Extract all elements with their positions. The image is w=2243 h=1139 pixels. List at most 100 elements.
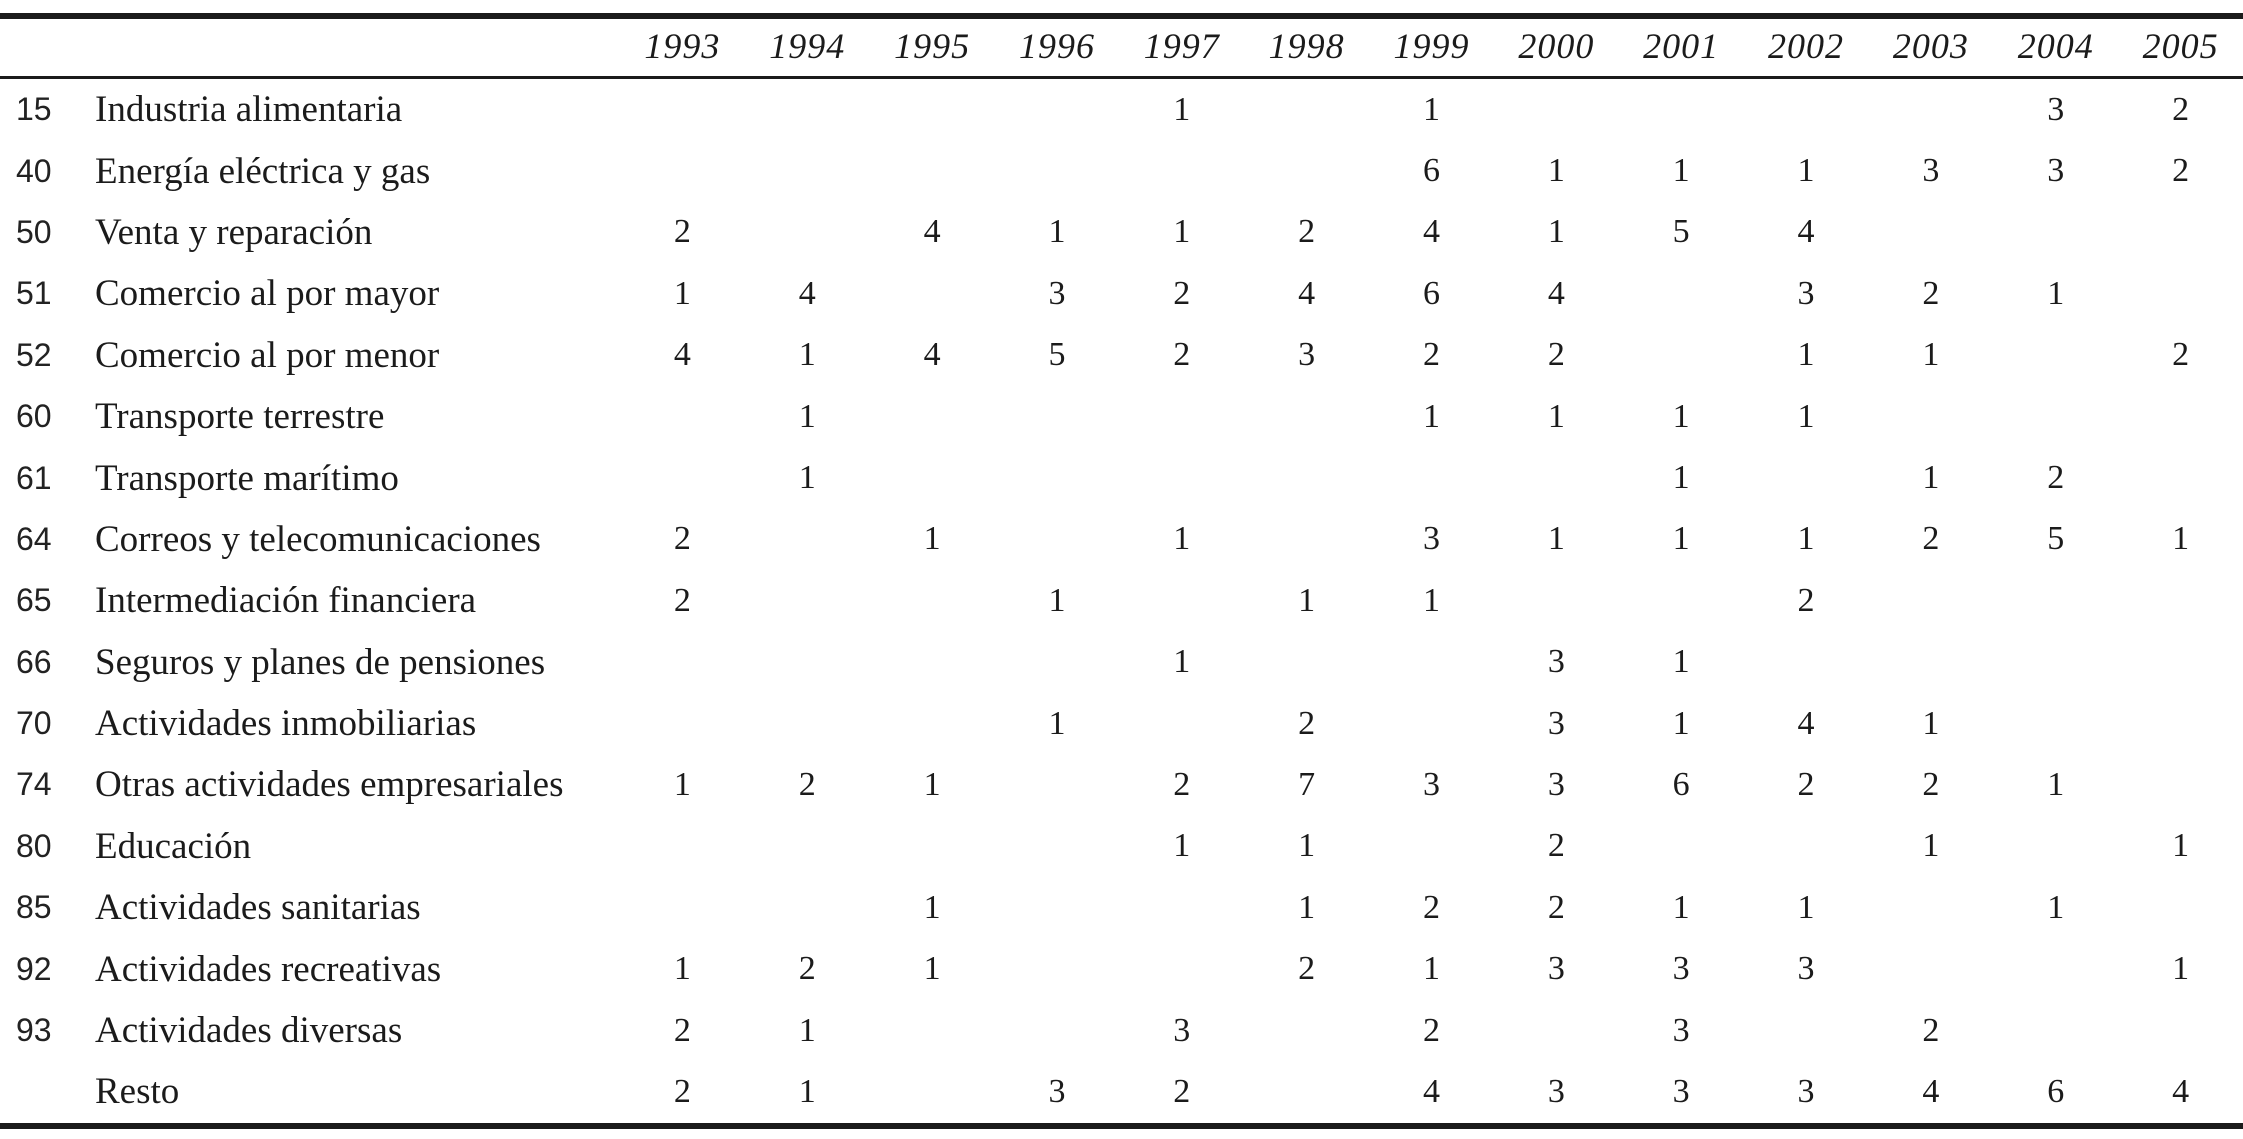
cell-value — [2118, 447, 2243, 508]
cell-value: 2 — [1547, 827, 1565, 865]
cell-value: 2 — [1298, 950, 1316, 988]
row-code: 74 — [16, 766, 52, 803]
cell-value: 2 — [1922, 520, 1940, 558]
cell-value — [870, 693, 995, 754]
row-code — [0, 1061, 95, 1125]
cell-value: 3 — [1422, 765, 1440, 803]
cell-value: 4 — [1797, 213, 1815, 251]
cell-value — [1244, 1000, 1369, 1061]
cell-value: 1 — [1672, 397, 1690, 435]
cell-value: 1 — [1298, 581, 1316, 619]
cell-value: 2 — [1922, 765, 1940, 803]
cell-value: 4 — [673, 336, 691, 374]
cell-value — [995, 877, 1120, 938]
year-header: 1993 — [620, 16, 745, 79]
cell-value — [1119, 693, 1244, 754]
cell-value — [1868, 570, 1993, 631]
table-row: 50 Venta y reparación 2 4 1 1 2 4 1 5 4 — [0, 202, 2243, 263]
cell-value — [1119, 570, 1244, 631]
cell-value — [1993, 1000, 2118, 1061]
table-row: Resto 2 1 3 2 4 3 3 3 4 6 4 — [0, 1061, 2243, 1125]
cell-value: 2 — [798, 950, 816, 988]
cell-value — [995, 754, 1120, 815]
cell-value: 2 — [1298, 704, 1316, 742]
cell-value: 1 — [2047, 765, 2065, 803]
cell-value: 1 — [1048, 213, 1066, 251]
cell-value: 1 — [1173, 520, 1191, 558]
cell-value: 4 — [1547, 274, 1565, 312]
cell-value — [620, 693, 745, 754]
cell-value: 1 — [798, 459, 816, 497]
cell-value: 3 — [1797, 1072, 1815, 1110]
year-header: 2004 — [1993, 16, 2119, 79]
cell-value: 1 — [1422, 950, 1440, 988]
cell-value — [995, 509, 1120, 570]
cell-value: 1 — [1298, 827, 1316, 865]
table-row: 92 Actividades recreativas 1 2 1 2 1 3 3 3 1 — [0, 938, 2243, 999]
cell-value — [870, 632, 995, 693]
cell-value: 2 — [2172, 90, 2190, 128]
row-code: 40 — [16, 152, 52, 189]
cell-value — [1494, 447, 1619, 508]
cell-value: 6 — [1422, 152, 1440, 190]
cell-value: 7 — [1298, 765, 1316, 803]
cell-value: 1 — [1173, 643, 1191, 681]
cell-value — [870, 1000, 995, 1061]
cell-value — [1369, 632, 1494, 693]
table-row: 85 Actividades sanitarias 1 1 2 2 1 1 1 — [0, 877, 2243, 938]
cell-value: 1 — [1547, 520, 1565, 558]
row-code: 92 — [16, 950, 52, 987]
cell-value — [1868, 202, 1993, 263]
table-row: 65 Intermediación financiera 2 1 1 1 2 — [0, 570, 2243, 631]
row-label: Actividades diversas — [95, 1010, 403, 1052]
cell-value — [1868, 632, 1993, 693]
row-code: 65 — [16, 582, 52, 619]
cell-value: 3 — [1547, 704, 1565, 742]
cell-value — [620, 78, 745, 141]
cell-value: 1 — [1672, 520, 1690, 558]
row-code: 51 — [16, 275, 52, 312]
cell-value — [1619, 325, 1744, 386]
cell-value: 1 — [2047, 274, 2065, 312]
cell-value: 3 — [1672, 1072, 1690, 1110]
cell-value — [1619, 78, 1744, 141]
cell-value: 4 — [2172, 1072, 2190, 1110]
row-code: 52 — [16, 336, 52, 373]
cell-value — [745, 509, 870, 570]
cell-value — [745, 202, 870, 263]
cell-value — [995, 938, 1120, 999]
cell-value: 1 — [1672, 459, 1690, 497]
cell-value: 2 — [673, 213, 691, 251]
cell-value: 2 — [1547, 336, 1565, 374]
table-header: 1993 1994 1995 1996 1997 1998 1999 2000 2001 2002… — [0, 16, 2243, 79]
cell-value: 3 — [1173, 1011, 1191, 1049]
row-label: Actividades recreativas — [95, 948, 442, 990]
cell-value — [870, 263, 995, 324]
table-row: 80 Educación 1 1 2 1 1 — [0, 816, 2243, 877]
cell-value: 1 — [1547, 397, 1565, 435]
cell-value: 1 — [1173, 90, 1191, 128]
cell-value: 1 — [1922, 827, 1940, 865]
table-row: 70 Actividades inmobiliarias 1 2 3 1 4 1 — [0, 693, 2243, 754]
sector-column-header — [95, 16, 620, 79]
cell-value — [620, 447, 745, 508]
row-label: Energía eléctrica y gas — [95, 150, 431, 192]
cell-value: 1 — [2047, 888, 2065, 926]
cell-value — [995, 816, 1120, 877]
table-row: 51 Comercio al por mayor 1 4 3 2 4 6 4 3 2 1 — [0, 263, 2243, 324]
row-label: Otras actividades empresariales — [95, 764, 564, 806]
cell-value: 1 — [2172, 827, 2190, 865]
cell-value: 1 — [1422, 397, 1440, 435]
cell-value — [1993, 570, 2118, 631]
cell-value — [995, 632, 1120, 693]
cell-value — [1244, 386, 1369, 447]
cell-value — [2118, 263, 2243, 324]
cell-value — [1119, 447, 1244, 508]
row-label: Industria alimentaria — [95, 89, 403, 131]
cell-value: 3 — [1922, 152, 1940, 190]
cell-value: 3 — [1797, 950, 1815, 988]
cell-value: 1 — [1048, 704, 1066, 742]
cell-value: 1 — [1672, 704, 1690, 742]
cell-value — [745, 816, 870, 877]
cell-value — [1744, 632, 1869, 693]
